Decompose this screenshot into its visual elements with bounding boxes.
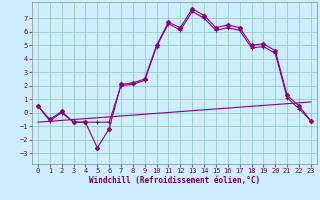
X-axis label: Windchill (Refroidissement éolien,°C): Windchill (Refroidissement éolien,°C)	[89, 176, 260, 185]
